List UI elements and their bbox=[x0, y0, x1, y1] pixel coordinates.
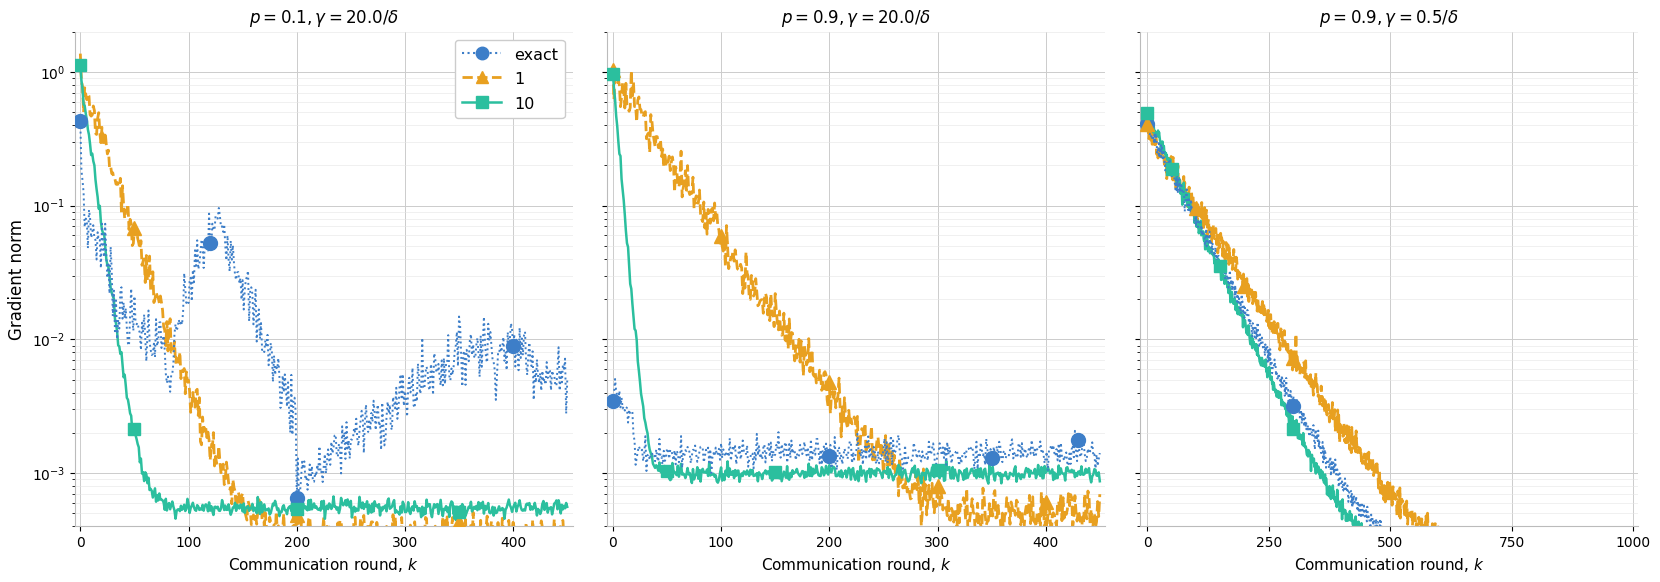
X-axis label: Communication round, $k$: Communication round, $k$ bbox=[760, 556, 951, 574]
Title: $p = 0.9, \gamma = 20.0/\delta$: $p = 0.9, \gamma = 20.0/\delta$ bbox=[782, 8, 931, 29]
Legend: exact, 1, 10: exact, 1, 10 bbox=[455, 40, 564, 118]
X-axis label: Communication round, $k$: Communication round, $k$ bbox=[229, 556, 418, 574]
Title: $p = 0.1, \gamma = 20.0/\delta$: $p = 0.1, \gamma = 20.0/\delta$ bbox=[249, 8, 398, 29]
Title: $p = 0.9, \gamma = 0.5/\delta$: $p = 0.9, \gamma = 0.5/\delta$ bbox=[1320, 8, 1459, 29]
Y-axis label: Gradient norm: Gradient norm bbox=[8, 218, 27, 339]
X-axis label: Communication round, $k$: Communication round, $k$ bbox=[1293, 556, 1484, 574]
